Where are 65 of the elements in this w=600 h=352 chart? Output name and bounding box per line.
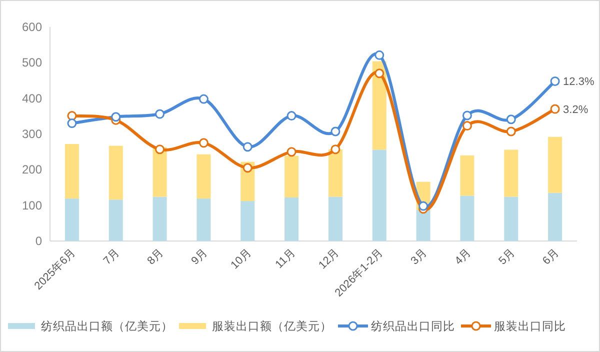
bar: [108, 200, 123, 241]
y-tick-label: 100: [22, 198, 42, 212]
y-tick-label: 200: [22, 162, 42, 177]
legend-label: 纺织品出口同比: [371, 319, 455, 333]
x-tick-label: 12月: [316, 246, 342, 272]
point: [155, 109, 165, 119]
annotation: 3.2%: [563, 104, 588, 116]
bar: [64, 144, 79, 199]
point: [111, 112, 121, 122]
x-tick-label: 11月: [273, 246, 298, 271]
bar: [416, 210, 430, 241]
x-tick-label: 4月: [452, 246, 474, 268]
point: [550, 76, 560, 86]
bar: [460, 155, 474, 196]
bar: [504, 150, 518, 197]
point: [330, 126, 340, 136]
y-tick-label: 400: [22, 91, 42, 106]
point: [550, 104, 560, 114]
point: [242, 163, 252, 173]
x-tick-label: 9月: [189, 246, 210, 268]
bar: [196, 198, 211, 241]
legend-label: 服装出口同比: [494, 320, 566, 333]
point: [67, 118, 77, 128]
point: [242, 142, 252, 152]
point: [506, 114, 516, 124]
point: [462, 110, 472, 120]
bar: [328, 149, 342, 197]
bar: [372, 150, 386, 241]
y-tick-label: 500: [22, 56, 42, 70]
legend-label: 服装出口额（亿美元）: [212, 319, 332, 333]
y-tick-label: 600: [22, 20, 42, 34]
bar: [548, 136, 562, 193]
y-tick-label: 0: [35, 234, 42, 248]
point: [374, 50, 384, 60]
bar: [152, 196, 167, 241]
bar: [196, 154, 211, 199]
point: [286, 111, 296, 121]
x-tick-label: 6月: [540, 246, 562, 268]
point: [155, 144, 165, 154]
bar: [504, 196, 518, 241]
bar: [328, 196, 342, 241]
point: [286, 147, 296, 157]
point: [198, 94, 208, 104]
bar: [152, 147, 167, 197]
annotation: 12.3%: [563, 76, 594, 88]
bar: [108, 146, 123, 200]
bar: [460, 196, 474, 241]
legend-label: 纺织品出口额（亿美元）: [41, 319, 173, 333]
x-tick-label: 5月: [496, 246, 518, 268]
x-tick-label: 10月: [228, 246, 254, 272]
bar: [64, 198, 79, 241]
bar: [548, 192, 562, 241]
point: [198, 138, 208, 148]
x-tick-label: 8月: [145, 246, 166, 268]
x-tick-label: 7月: [101, 246, 122, 268]
y-tick-label: 300: [22, 127, 42, 141]
point: [462, 121, 472, 131]
bar: [284, 197, 299, 241]
point: [374, 68, 384, 78]
x-tick-label: 3月: [408, 246, 430, 268]
point: [418, 201, 428, 211]
bar: [240, 201, 255, 241]
point: [506, 126, 516, 136]
bar: [284, 156, 299, 198]
point: [330, 144, 340, 154]
